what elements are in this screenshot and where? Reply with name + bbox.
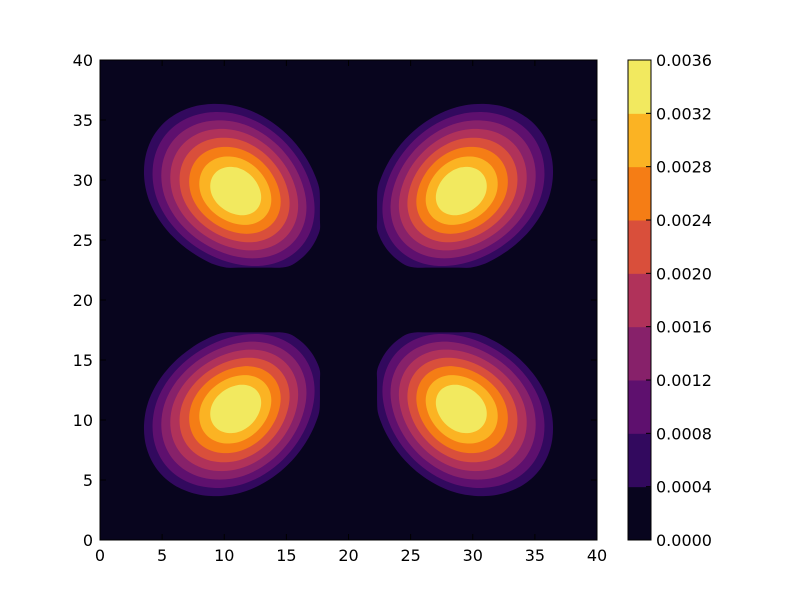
colorbar-swatch-0 <box>628 486 651 541</box>
y-tick-label: 25 <box>73 231 93 250</box>
colorbar-frame <box>627 59 652 541</box>
colorbar-swatch-1 <box>628 433 651 488</box>
y-tick-label: 15 <box>73 351 93 370</box>
y-tick-label: 30 <box>73 171 93 190</box>
colorbar-tick-label: 0.0012 <box>656 371 712 390</box>
x-tick-label: 10 <box>214 546 234 565</box>
colorbar-tick-label: 0.0028 <box>656 158 712 177</box>
colorbar-swatch-6 <box>628 166 651 221</box>
colorbar-tick-label: 0.0008 <box>656 424 712 443</box>
x-tick-label: 30 <box>463 546 483 565</box>
x-tick-label: 25 <box>400 546 420 565</box>
y-tick-label: 20 <box>73 291 93 310</box>
colorbar: 0.0000 0.0004 0.0008 0.0012 0.0016 0.0020 0.00… <box>627 51 712 550</box>
colorbar-swatch-4 <box>628 273 651 328</box>
colorbar-swatch-8 <box>628 60 651 114</box>
colorbar-tick-label: 0.0036 <box>656 51 712 70</box>
colorbar-swatch-3 <box>628 326 651 381</box>
colorbar-swatch-5 <box>628 220 651 274</box>
contour-band-3-8 <box>210 384 262 434</box>
x-tick-label: 35 <box>525 546 545 565</box>
x-tick-label: 20 <box>338 546 358 565</box>
colorbar-tick-label: 0.0016 <box>656 318 712 337</box>
x-tick-label: 5 <box>157 546 167 565</box>
colorbar-tick-label: 0.0020 <box>656 264 712 283</box>
y-tick-label: 0 <box>83 531 93 550</box>
x-axis: 0 5 10 15 20 25 30 35 40 <box>95 60 607 565</box>
colorbar-tick-label: 0.0024 <box>656 211 712 230</box>
x-tick-label: 0 <box>95 546 105 565</box>
y-axis: 0 5 10 15 20 25 30 35 40 <box>73 51 597 550</box>
colorbar-swatch-2 <box>628 380 651 434</box>
y-tick-label: 5 <box>83 471 93 490</box>
contour-band-1-8 <box>210 166 262 216</box>
colorbar-tick-label: 0.0032 <box>656 104 712 123</box>
y-tick-label: 35 <box>73 111 93 130</box>
x-tick-label: 40 <box>587 546 607 565</box>
colorbar-swatch-7 <box>628 113 651 168</box>
plot-area <box>100 60 597 540</box>
y-tick-label: 40 <box>73 51 93 70</box>
contour-band-2-8 <box>435 166 487 216</box>
x-tick-label: 15 <box>276 546 296 565</box>
colorbar-tick-label: 0.0000 <box>656 531 712 550</box>
plot-frame <box>99 59 598 541</box>
colorbar-tick-label: 0.0004 <box>656 478 712 497</box>
y-tick-label: 10 <box>73 411 93 430</box>
contour-band-4-8 <box>435 384 487 434</box>
